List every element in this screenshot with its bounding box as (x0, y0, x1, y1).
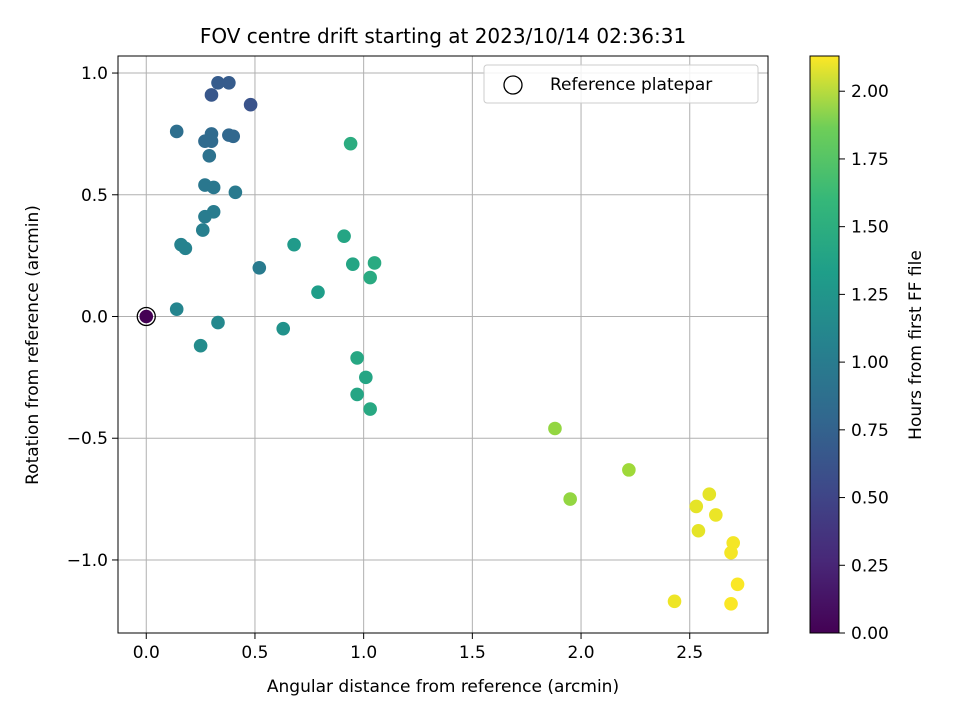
y-tick-label: −1.0 (67, 551, 108, 571)
data-point (178, 241, 193, 256)
data-point (169, 302, 184, 316)
data-point (363, 402, 377, 416)
reference-platepar-marker (136, 306, 156, 327)
x-axis-ticks: 0.0 0.5 1.0 1.5 2.0 2.5 (133, 633, 703, 663)
data-point (363, 270, 377, 285)
data-point (243, 97, 258, 112)
plot-frame (117, 55, 769, 634)
colorbar-tick-label: 0.75 (851, 421, 889, 441)
colorbar-tick-label: 1.25 (851, 285, 889, 305)
chart-title: FOV centre drift starting at 2023/10/14 … (200, 24, 686, 48)
x-tick-label: 1.5 (459, 643, 486, 663)
y-tick-label: 1.0 (81, 64, 108, 84)
y-tick-label: 0.5 (81, 186, 108, 206)
data-point (724, 545, 738, 560)
colorbar-tick-label: 2.00 (851, 82, 889, 102)
data-point (359, 370, 373, 385)
data-point (343, 136, 358, 151)
y-tick-label: −0.5 (67, 429, 108, 449)
data-point (311, 285, 325, 299)
data-point (139, 309, 154, 324)
legend: Reference platepar (483, 64, 759, 104)
data-point (206, 180, 221, 195)
grid-lines (118, 56, 768, 633)
legend-box (483, 64, 759, 104)
data-point (193, 338, 208, 353)
data-point (252, 261, 267, 275)
data-point (276, 321, 291, 336)
data-point (222, 75, 236, 90)
data-point (350, 351, 364, 365)
y-tick-label: 0.0 (81, 308, 108, 328)
data-point (548, 421, 562, 436)
data-point (202, 149, 217, 163)
x-tick-label: 0.0 (133, 643, 160, 663)
data-point (198, 209, 212, 224)
y-axis-label: Rotation from reference (arcmin) (23, 205, 43, 485)
colorbar-tick-label: 0.50 (851, 489, 889, 509)
data-point (691, 523, 706, 538)
colorbar-tick-label: 0.25 (851, 556, 889, 576)
x-axis-label: Angular distance from reference (arcmin) (267, 677, 619, 697)
colorbar-label: Hours from first FF file (906, 250, 926, 440)
colorbar-tick-label: 0.00 (851, 624, 889, 644)
colorbar-tick-label: 1.75 (851, 150, 889, 170)
colorbar-ticks: 0.00 0.25 0.50 0.75 1.00 1.25 1.50 1.75 2.00 (839, 82, 889, 644)
data-point (204, 88, 219, 102)
data-point (169, 124, 184, 139)
data-point (226, 129, 241, 144)
data-point (211, 315, 225, 330)
data-point (689, 499, 704, 514)
data-point (345, 257, 360, 271)
data-point (367, 256, 382, 270)
data-point (287, 237, 301, 252)
data-point (204, 134, 219, 149)
data-point (709, 508, 723, 522)
x-tick-label: 2.5 (676, 643, 703, 663)
data-point (622, 463, 636, 477)
legend-marker (503, 75, 523, 95)
data-point (563, 492, 577, 506)
colorbar-gradient (810, 56, 839, 633)
legend-entry-reference-platepar: Reference platepar (550, 75, 712, 95)
x-tick-label: 0.5 (241, 643, 268, 663)
data-point (211, 75, 225, 90)
colorbar-frame (809, 55, 840, 634)
data-point (724, 596, 738, 611)
data-point (228, 185, 243, 200)
colorbar-tick-label: 1.50 (851, 218, 889, 238)
data-point (730, 577, 745, 592)
data-points (136, 75, 745, 611)
data-point (702, 487, 717, 502)
y-axis-ticks: −1.0 −0.5 0.0 0.5 1.0 (67, 64, 118, 571)
data-point (337, 229, 351, 243)
data-point (667, 594, 682, 609)
colorbar-tick-label: 1.00 (851, 353, 889, 373)
data-point (350, 387, 364, 402)
data-point (195, 223, 210, 237)
colorbar: 0.00 0.25 0.50 0.75 1.00 1.25 1.50 1.75 2.00 Hou… (809, 55, 926, 644)
x-tick-label: 2.0 (568, 643, 595, 663)
x-tick-label: 1.0 (350, 643, 377, 663)
